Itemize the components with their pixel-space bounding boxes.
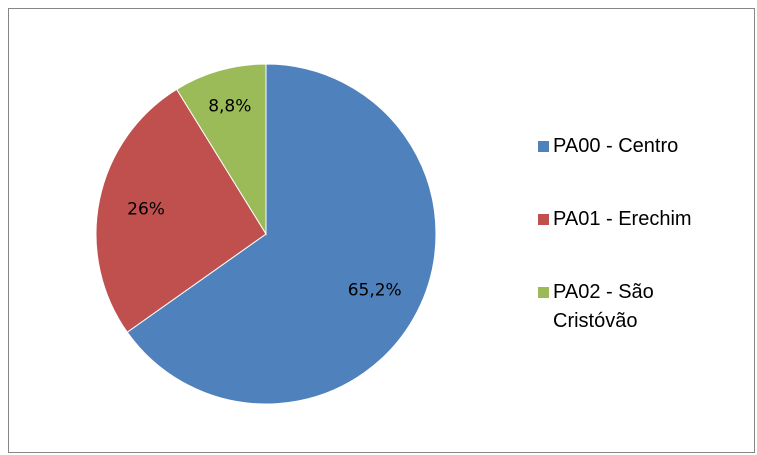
legend-swatch (538, 287, 549, 298)
legend-item: PA01 - Erechim (538, 205, 718, 234)
legend-label: PA01 - Erechim (553, 208, 692, 230)
legend-label: PA00 - Centro (553, 135, 679, 157)
legend-swatch (538, 214, 549, 225)
legend-label: PA02 - São Cristóvão (553, 281, 654, 332)
data-label: 26% (127, 200, 165, 220)
legend-swatch (538, 141, 549, 152)
legend-item: PA02 - São Cristóvão (538, 278, 718, 336)
data-label: 8,8% (208, 96, 251, 116)
legend-item: PA00 - Centro (538, 132, 718, 161)
data-label: 65,2% (348, 280, 402, 300)
chart-frame (8, 8, 755, 453)
pie-slice (95, 88, 267, 333)
pie-slice (126, 63, 437, 405)
pie-slice (176, 63, 267, 236)
legend: PA00 - Centro PA01 - Erechim PA02 - São Cr… (538, 132, 718, 380)
